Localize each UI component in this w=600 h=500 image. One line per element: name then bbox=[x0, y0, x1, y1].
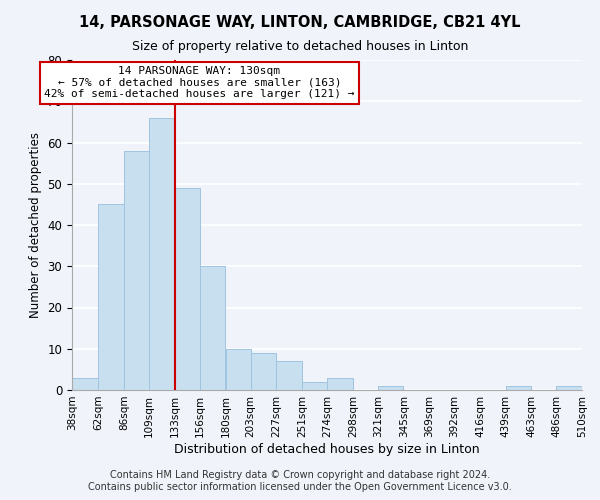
Bar bbox=[149, 118, 175, 390]
X-axis label: Distribution of detached houses by size in Linton: Distribution of detached houses by size … bbox=[174, 442, 480, 456]
Bar bbox=[124, 151, 149, 390]
Text: Contains HM Land Registry data © Crown copyright and database right 2024.: Contains HM Land Registry data © Crown c… bbox=[110, 470, 490, 480]
Bar bbox=[378, 386, 403, 390]
Text: 14, PARSONAGE WAY, LINTON, CAMBRIDGE, CB21 4YL: 14, PARSONAGE WAY, LINTON, CAMBRIDGE, CB… bbox=[79, 15, 521, 30]
Bar bbox=[327, 378, 353, 390]
Text: Size of property relative to detached houses in Linton: Size of property relative to detached ho… bbox=[132, 40, 468, 53]
Bar bbox=[251, 353, 276, 390]
Bar bbox=[277, 361, 302, 390]
Bar bbox=[556, 386, 582, 390]
Bar bbox=[226, 349, 251, 390]
Y-axis label: Number of detached properties: Number of detached properties bbox=[29, 132, 42, 318]
Bar bbox=[302, 382, 328, 390]
Bar bbox=[72, 378, 98, 390]
Bar bbox=[98, 204, 124, 390]
Text: 14 PARSONAGE WAY: 130sqm
← 57% of detached houses are smaller (163)
42% of semi-: 14 PARSONAGE WAY: 130sqm ← 57% of detach… bbox=[44, 66, 355, 100]
Bar bbox=[200, 266, 225, 390]
Text: Contains public sector information licensed under the Open Government Licence v3: Contains public sector information licen… bbox=[88, 482, 512, 492]
Bar bbox=[506, 386, 531, 390]
Bar bbox=[175, 188, 200, 390]
